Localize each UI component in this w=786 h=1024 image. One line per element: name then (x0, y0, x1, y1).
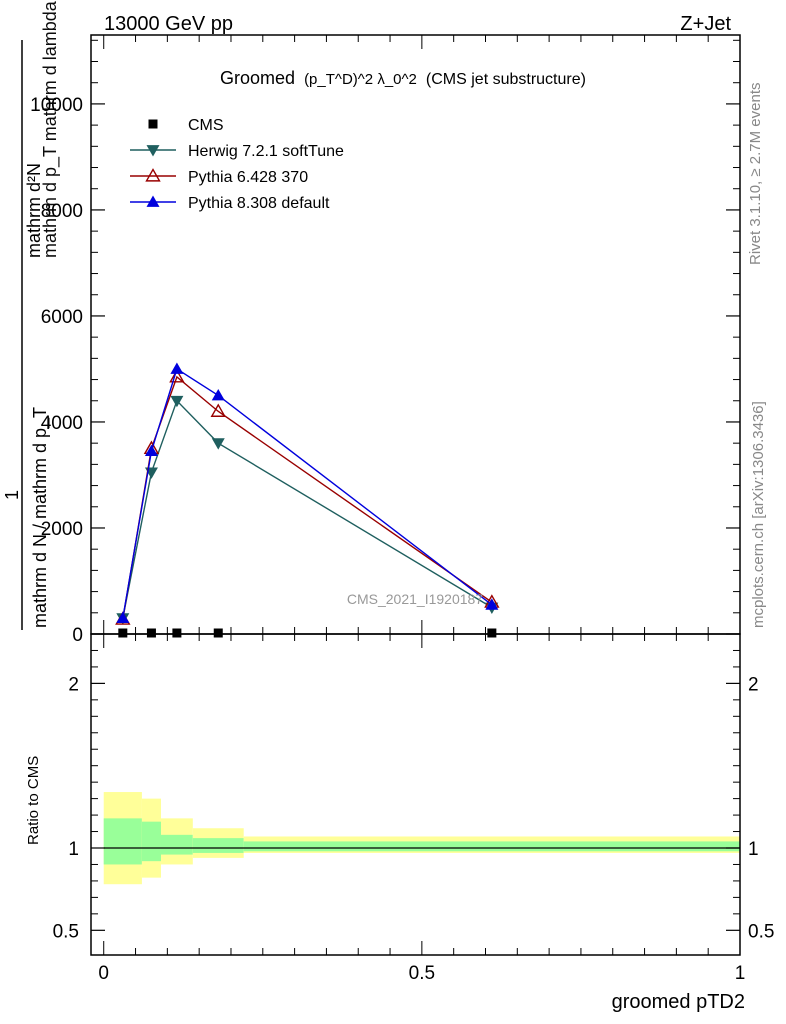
header-left: 13000 GeV pp (104, 13, 233, 35)
main-series (115, 362, 500, 638)
series-point-3 (170, 362, 184, 374)
ratio-band-stat (141, 821, 161, 862)
legend-label: Pythia 6.428 370 (188, 169, 308, 186)
ratio-ticks: 0.5 0.51 12 20 0.5 1 (53, 634, 774, 984)
data-point-cms (146, 628, 156, 638)
title-math: (p_T^D)^2 λ_0^2 (304, 71, 417, 88)
ylabel-denominator: mathrm d p_T mathrm d lambda (40, 0, 61, 258)
y-axis-label: mathrm d²N mathrm d p_T mathrm d lambda … (2, 0, 61, 630)
ratio-ytick-label-right: 0.5 (748, 921, 774, 942)
main-ytick-label: 10000 (30, 95, 83, 116)
series-point-2 (210, 403, 226, 417)
title-main: Groomed (220, 68, 295, 88)
ratio-panel: 0.5 0.51 12 20 0.5 1 Ratio to CMS groomed pTD… (25, 633, 774, 1013)
x-axis-label: groomed pTD2 (612, 991, 745, 1013)
data-point-cms (118, 628, 128, 638)
rivet-label: Rivet 3.1.10, ≥ 2.7M events (747, 83, 764, 266)
mcplots-label: mcplots.cern.ch [arXiv:1306.3436] (750, 401, 767, 628)
ratio-ytick-label: 0.5 (53, 921, 79, 942)
ratio-bands (103, 792, 741, 885)
header-right: Z+Jet (680, 13, 731, 35)
legend-label: Pythia 8.308 default (188, 195, 330, 212)
main-ytick-label: 8000 (41, 201, 83, 222)
ratio-band-stat (160, 834, 193, 855)
series-point-3 (116, 611, 130, 623)
series-line-1 (122, 399, 493, 619)
title-note: (CMS jet substructure) (426, 71, 586, 88)
main-ytick-label: 2000 (41, 519, 83, 540)
ratio-ytick-label-right: 2 (748, 674, 759, 695)
legend-marker (148, 119, 158, 129)
ylabel-numerator: mathrm d²N (24, 163, 44, 258)
series-point-1 (211, 438, 225, 450)
main-ytick-label: 0 (72, 625, 83, 646)
legend-marker (146, 195, 160, 207)
legend-label: CMS (188, 117, 224, 134)
ratio-frame (90, 633, 741, 956)
ratio-band-stat (192, 838, 244, 853)
series-line-2 (122, 375, 493, 620)
ratio-ytick-label: 2 (68, 674, 79, 695)
series-point-1 (170, 395, 184, 408)
xtick-label: 0.5 (409, 963, 435, 984)
legend-label: Herwig 7.2.1 softTune (188, 143, 344, 160)
xtick-label: 0 (98, 963, 109, 984)
chart-title: Groomed (p_T^D)^2 λ_0^2 (CMS jet substru… (220, 68, 586, 88)
main-ticks: 0 2000 4000 6000 8000 10000 (30, 35, 741, 646)
xtick-label: 1 (735, 963, 746, 984)
main-panel: 0 2000 4000 6000 8000 10000 Groomed (p_T^D)^2… (2, 0, 741, 646)
series-point-2 (169, 368, 185, 383)
ylabel-prefix-bottom: mathrm d N / mathrm d p_T (30, 407, 51, 628)
ratio-band-stat (103, 818, 142, 865)
data-point-cms (213, 628, 223, 638)
data-point-cms (487, 628, 497, 638)
series-point-3 (211, 388, 225, 401)
ylabel-prefix-top: 1 (2, 490, 22, 500)
ratio-ylabel: Ratio to CMS (25, 756, 42, 845)
main-ytick-label: 4000 (41, 413, 83, 434)
legend: CMS Herwig 7.2.1 softTune Pythia 6.428 370… (130, 117, 344, 212)
ratio-ytick-label: 1 (68, 839, 79, 860)
data-point-cms (172, 628, 182, 638)
main-ytick-label: 6000 (41, 307, 83, 328)
ratio-ytick-label-right: 1 (748, 839, 759, 860)
legend-marker (146, 145, 160, 157)
legend-marker (145, 168, 161, 182)
series-point-3 (485, 598, 499, 610)
series-point-3 (144, 444, 158, 456)
watermark: CMS_2021_I1920187 (347, 591, 483, 607)
ratio-band-stat (243, 841, 741, 852)
series-line-3 (122, 367, 493, 619)
